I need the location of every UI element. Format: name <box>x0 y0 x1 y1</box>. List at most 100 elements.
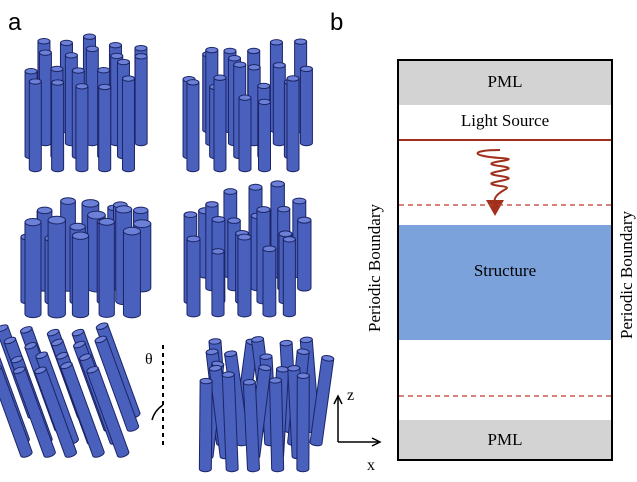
cylinder-top <box>39 50 51 55</box>
cylinder-top <box>234 62 246 67</box>
cylinder-top <box>269 378 281 384</box>
pml-label: PML <box>488 430 523 449</box>
cylinder-top <box>280 340 292 346</box>
cylinder-top <box>86 46 98 51</box>
cylinder-body <box>48 220 65 318</box>
cylinder-body <box>297 376 309 472</box>
axis-label: x <box>367 457 375 474</box>
cylinder-arrays <box>0 34 334 472</box>
cylinder-top <box>228 218 240 224</box>
panel-label: b <box>330 9 343 36</box>
cylinder-top <box>38 39 50 44</box>
cylinder-top <box>111 53 123 58</box>
cylinder-body <box>29 82 41 172</box>
cylinder <box>269 378 283 472</box>
cylinder-body <box>273 65 285 145</box>
cylinder <box>258 99 270 171</box>
cylinder-body <box>298 220 311 291</box>
cylinder-top <box>224 189 237 195</box>
cylinder <box>99 218 114 317</box>
cylinder <box>123 227 140 318</box>
cylinder-top <box>135 45 147 50</box>
cylinder-top <box>263 246 276 252</box>
cylinder-array <box>184 181 311 317</box>
cylinder <box>52 80 64 172</box>
cylinder-top <box>249 184 262 190</box>
cylinder-top <box>65 53 77 58</box>
cylinder-top <box>99 218 114 225</box>
cylinder-body <box>187 82 199 171</box>
angle-arc <box>152 405 163 420</box>
cylinder-body <box>135 56 147 145</box>
cylinder-top <box>187 80 199 85</box>
cylinder-top <box>76 84 88 89</box>
structure-region <box>399 225 611 340</box>
cylinder-top <box>248 65 260 70</box>
cylinder-body <box>238 237 251 317</box>
cylinder-top <box>60 40 72 45</box>
cylinder-top <box>212 249 224 254</box>
cylinder-array <box>21 198 151 318</box>
cylinder-top <box>283 237 295 242</box>
cylinder-top <box>135 54 147 59</box>
panel-label: a <box>8 9 22 36</box>
source-label: Light Source <box>461 111 549 130</box>
cylinder-array <box>199 336 334 472</box>
cylinder-body <box>214 78 226 172</box>
cylinder <box>25 218 41 317</box>
cylinder-top <box>25 218 41 225</box>
cylinder-top <box>99 84 111 89</box>
cylinder-top <box>248 48 260 53</box>
cylinder-top <box>287 76 299 81</box>
cylinder-body <box>52 83 64 172</box>
cylinder-top <box>51 66 63 71</box>
axis-label: z <box>347 387 354 404</box>
cylinder-top <box>278 206 290 211</box>
cylinder-top <box>209 338 221 344</box>
cylinder <box>29 79 41 172</box>
cylinder-top <box>109 42 121 47</box>
cylinder-body <box>258 102 270 172</box>
cylinder-top <box>295 39 307 44</box>
boundary-label: Periodic Boundary <box>365 204 384 332</box>
cylinder-body <box>99 222 114 318</box>
cylinder-top <box>228 56 240 61</box>
cylinder-body <box>270 380 284 472</box>
cylinder-top <box>116 206 132 213</box>
cylinder <box>212 249 224 317</box>
cylinder-top <box>257 207 270 213</box>
cylinder <box>76 84 88 172</box>
cylinder <box>298 217 311 291</box>
cylinder <box>239 95 251 172</box>
cylinder <box>48 216 65 318</box>
cylinder-body <box>239 98 251 172</box>
cylinder-top <box>72 68 84 73</box>
cylinder-body <box>122 79 134 172</box>
cylinder-top <box>88 211 106 219</box>
cylinder-top <box>258 83 270 88</box>
cylinder-top <box>37 207 51 214</box>
cylinder <box>300 66 312 146</box>
cylinder-top <box>187 236 200 242</box>
cylinder-top <box>206 202 218 208</box>
cylinder-body <box>199 381 212 472</box>
cylinder-top <box>70 223 85 230</box>
cylinder-top <box>214 75 226 80</box>
cylinder <box>214 75 226 172</box>
cylinder-body <box>283 239 295 316</box>
cylinder-top <box>83 34 95 39</box>
cylinder <box>122 76 134 172</box>
cylinder-body <box>263 249 276 317</box>
cylinder-body <box>76 86 88 171</box>
cylinder-top <box>293 198 306 204</box>
cylinder-array <box>183 39 312 172</box>
cylinder-top <box>184 212 197 218</box>
cylinder <box>297 373 309 472</box>
cylinder-top <box>82 200 99 208</box>
cylinder <box>187 236 200 317</box>
cylinder-top <box>117 59 129 64</box>
cylinder-top <box>123 227 140 235</box>
cylinder-top <box>238 234 251 240</box>
cylinder-body <box>212 251 224 316</box>
cylinder-top <box>206 47 218 52</box>
